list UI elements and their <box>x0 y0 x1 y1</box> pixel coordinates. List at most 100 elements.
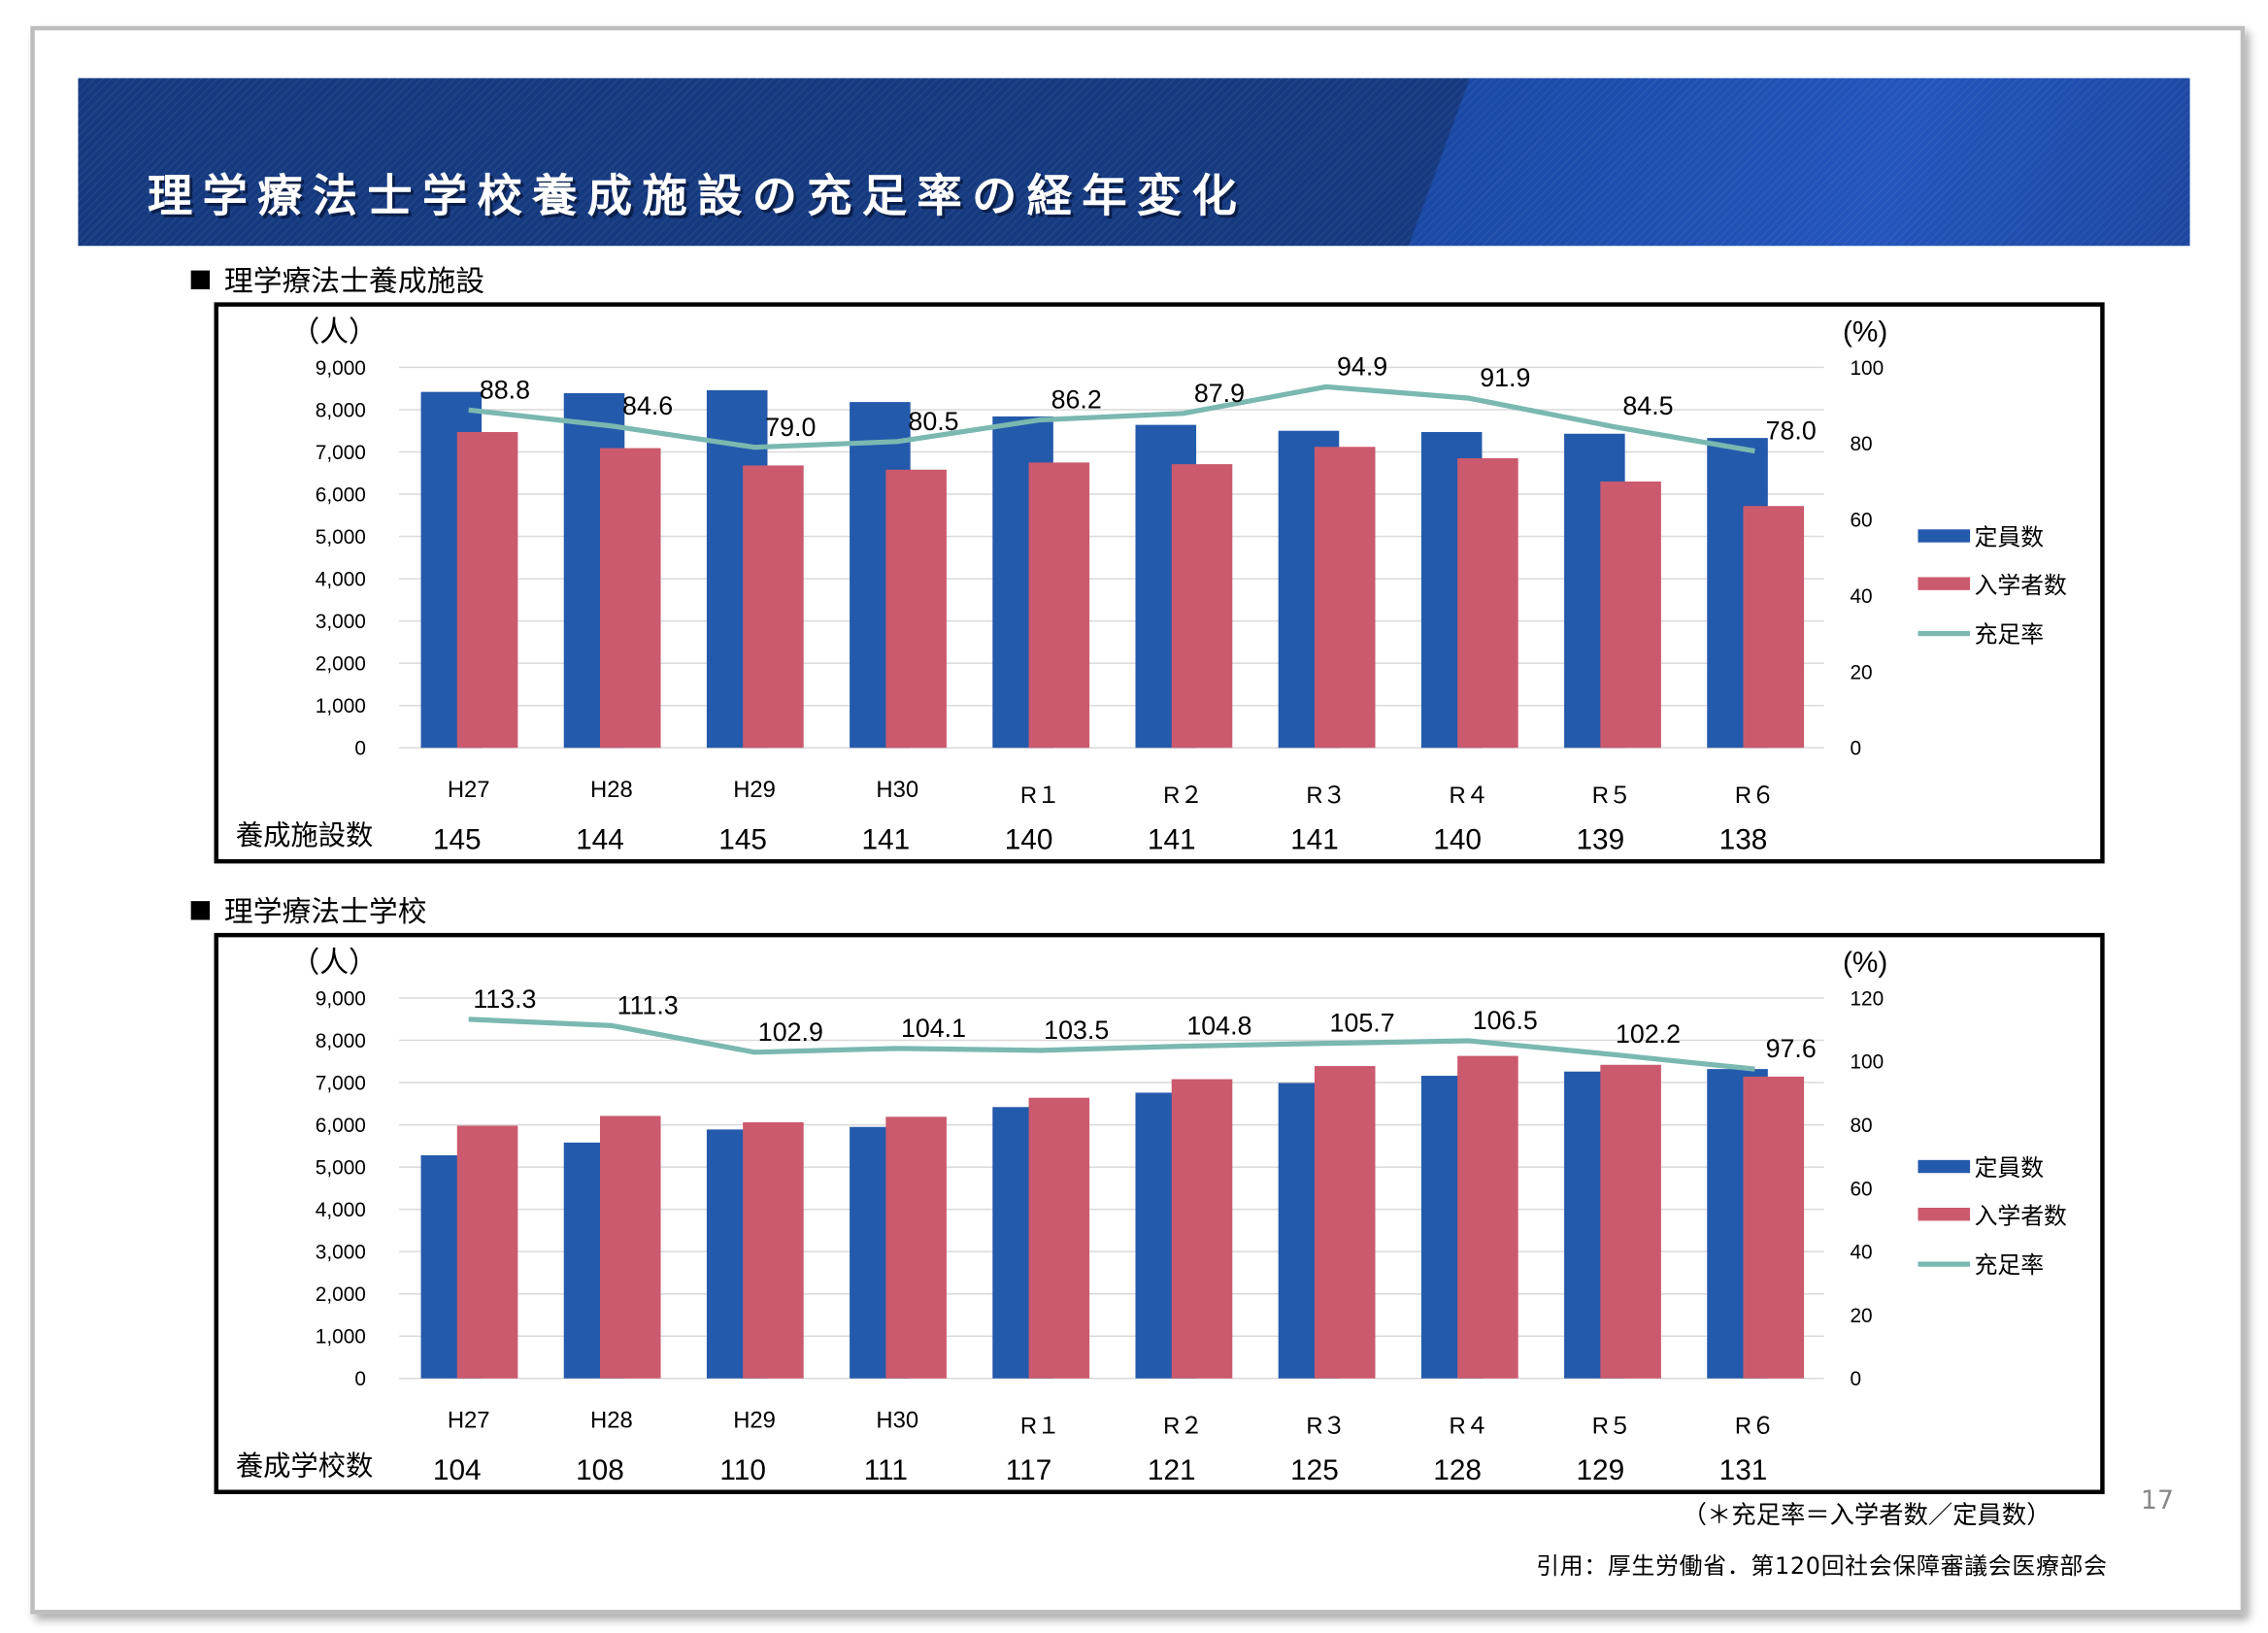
y-tick-label: 0 <box>354 738 366 760</box>
rate-data-label: 102.9 <box>758 1017 823 1047</box>
legend-swatch-entrants <box>1918 577 1971 590</box>
x-tick-label: H30 <box>876 1407 918 1433</box>
y-tick-label: 6,000 <box>316 1115 366 1137</box>
x-tick-label: H29 <box>733 1407 776 1433</box>
line-fill-rate <box>468 1016 1755 1072</box>
y-tick-label: 3,000 <box>316 611 366 633</box>
y-tick-label: 8,000 <box>316 399 366 421</box>
rate-data-label: 97.6 <box>1766 1034 1817 1063</box>
x-tick-label: R５ <box>1592 1413 1632 1439</box>
square-bullet-icon <box>190 270 211 289</box>
x-tick-label: R１ <box>1020 1413 1060 1439</box>
bar-entrants <box>456 1125 518 1379</box>
page-title: 理学療法士学校養成施設の充足率の経年変化 <box>147 170 1248 223</box>
y-tick-label: 7,000 <box>316 1072 366 1094</box>
x-tick-label: H28 <box>590 1407 633 1433</box>
count-value: 138 <box>1719 824 1768 856</box>
y-tick-label: 4,000 <box>316 1199 366 1221</box>
y2-tick-label: 120 <box>1850 987 1884 1010</box>
bar-entrants <box>1600 481 1661 749</box>
source-citation: 引用：厚生労働省．第120回社会保障審議会医療部会 <box>1536 1551 2108 1580</box>
x-tick-label: H27 <box>448 777 490 803</box>
chart-svg: 0 1,000 2,000 3,000 4,000 5,000 6,000 7,000 8,00… <box>236 317 2067 856</box>
chart-facilities: 0 1,000 2,000 3,000 4,000 5,000 6,000 7,000 8,00… <box>214 302 2105 864</box>
y-tick-label: 2,000 <box>316 1283 366 1306</box>
chart-schools: 0 1,000 2,000 3,000 4,000 5,000 6,000 7,000 8,00… <box>214 932 2105 1494</box>
rate-data-label: 87.9 <box>1194 379 1245 408</box>
y-tick-label: 9,000 <box>316 357 366 380</box>
y2-tick-label: 20 <box>1850 1305 1872 1327</box>
y-tick-label: 3,000 <box>316 1242 366 1264</box>
x-tick-label: R２ <box>1163 1413 1203 1439</box>
y2-tick-label: 60 <box>1850 510 1872 532</box>
x-tick-label: R４ <box>1450 1413 1489 1439</box>
count-value: 145 <box>433 824 482 856</box>
legend-label: 入学者数 <box>1975 573 2067 599</box>
section-heading-facilities: 理学療法士養成施設 <box>190 257 484 299</box>
bar-entrants <box>1743 1076 1805 1379</box>
x-tick-label: R４ <box>1450 783 1489 809</box>
bar-entrants <box>885 469 947 749</box>
legend-label: 充足率 <box>1975 621 2044 648</box>
count-value: 141 <box>1148 824 1196 856</box>
bar-entrants <box>1314 447 1376 749</box>
x-tick-label: R６ <box>1735 783 1775 809</box>
legend-swatch-entrants <box>1918 1207 1971 1221</box>
count-row-label: 養成施設数 <box>236 819 373 850</box>
legend-label: 充足率 <box>1975 1252 2044 1279</box>
bar-entrants <box>1028 1097 1090 1379</box>
x-tick-label: R２ <box>1163 783 1203 809</box>
y2-tick-label: 60 <box>1850 1178 1872 1200</box>
bar-entrants <box>1457 1055 1518 1379</box>
rate-data-label: 111.3 <box>617 990 679 1019</box>
x-tick-label: H27 <box>448 1407 490 1433</box>
count-value: 104 <box>433 1454 482 1486</box>
count-row-label: 養成学校数 <box>236 1450 373 1482</box>
count-value: 108 <box>576 1454 624 1486</box>
y-tick-label: 5,000 <box>316 526 366 549</box>
bar-entrants <box>456 432 518 749</box>
rate-data-label: 104.1 <box>901 1014 966 1043</box>
y-tick-label: 4,000 <box>316 569 366 591</box>
count-value: 111 <box>864 1454 908 1486</box>
bar-entrants <box>1600 1064 1661 1379</box>
rate-data-label: 91.9 <box>1480 363 1530 392</box>
count-value: 140 <box>1433 824 1482 856</box>
bar-entrants <box>1743 506 1805 749</box>
right-axis-unit: (%) <box>1843 317 1887 349</box>
y2-tick-label: 0 <box>1850 1368 1861 1390</box>
bar-entrants <box>1171 464 1233 749</box>
y2-tick-label: 80 <box>1850 433 1872 455</box>
x-tick-label: R３ <box>1306 1413 1346 1439</box>
rate-data-label: 86.2 <box>1051 385 1102 415</box>
line-fill-rate <box>468 383 1755 454</box>
count-value: 145 <box>718 824 767 856</box>
x-tick-label: R６ <box>1735 1413 1775 1439</box>
bar-entrants <box>599 1116 661 1379</box>
legend-label: 定員数 <box>1975 1155 2045 1182</box>
rate-data-label: 106.5 <box>1473 1006 1538 1035</box>
y-tick-label: 8,000 <box>316 1030 366 1052</box>
rate-data-label: 113.3 <box>473 984 536 1014</box>
y2-tick-label: 80 <box>1850 1115 1872 1137</box>
x-tick-label: R３ <box>1306 783 1346 809</box>
square-bullet-icon <box>190 901 211 920</box>
y2-tick-label: 100 <box>1850 1051 1884 1074</box>
count-value: 125 <box>1290 1454 1339 1486</box>
title-banner: 理学療法士学校養成施設の充足率の経年変化 <box>78 78 2190 247</box>
count-value: 139 <box>1576 824 1624 856</box>
count-value: 117 <box>1006 1454 1051 1486</box>
x-tick-label: H30 <box>876 777 918 803</box>
banner-texture <box>78 78 2190 247</box>
bar-entrants <box>1314 1066 1376 1379</box>
rate-data-label: 79.0 <box>765 413 816 442</box>
bar-entrants <box>1028 462 1090 749</box>
rate-data-label: 94.9 <box>1337 351 1387 381</box>
x-tick-label: R１ <box>1020 783 1060 809</box>
left-axis-unit: （人） <box>290 317 377 349</box>
formula-note: （＊充足率＝入学者数／定員数） <box>1682 1501 2051 1531</box>
bar-entrants <box>743 1121 804 1379</box>
rate-data-label: 102.2 <box>1616 1019 1681 1049</box>
left-axis-unit: （人） <box>290 947 377 979</box>
x-tick-label: R５ <box>1592 783 1632 809</box>
